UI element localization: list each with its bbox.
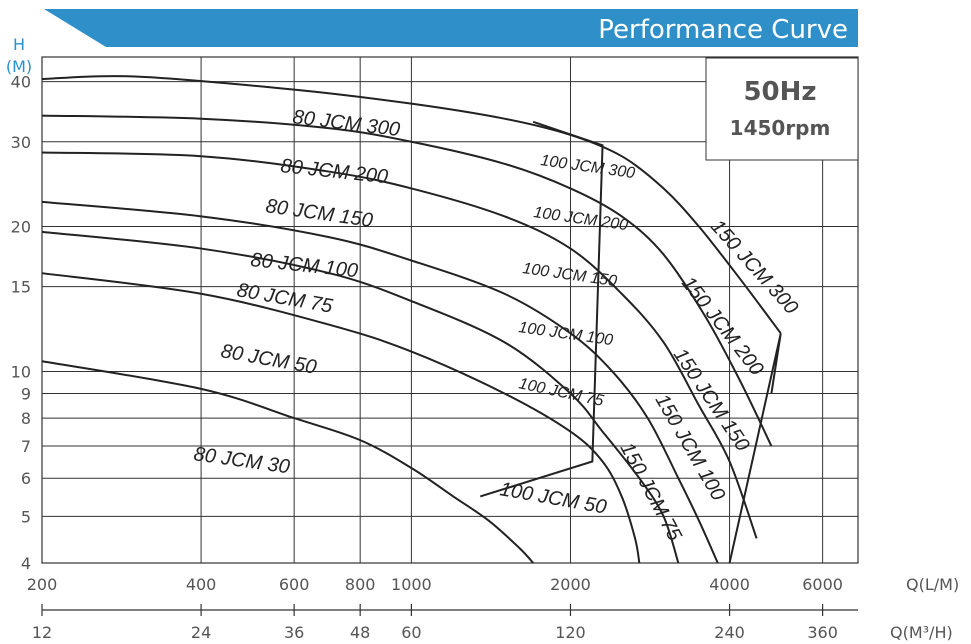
- y-tick-label: 7: [21, 437, 31, 456]
- x-tick-label-lpm: 400: [186, 575, 217, 594]
- x-tick-label-m3h: 120: [555, 623, 586, 642]
- title-banner: Performance Curve: [44, 9, 858, 47]
- title-banner-shape: [44, 9, 858, 47]
- y-axis-unit: (M): [6, 57, 32, 76]
- curve-label: 80 JCM 200: [279, 155, 389, 188]
- x-tick-label-m3h: 48: [350, 623, 370, 642]
- y-tick-label: 8: [21, 409, 31, 428]
- envelope-100-jcm-range: [479, 120, 604, 498]
- y-tick-label: 4: [21, 554, 31, 573]
- x-tick-label-lpm: 800: [345, 575, 376, 594]
- curve-80-jcm-75: [41, 230, 680, 564]
- x-axis-m3h-label: Q(M³/H): [890, 623, 953, 642]
- x-tick-label-m3h: 12: [32, 623, 52, 642]
- x-tick-label-lpm: 6000: [802, 575, 843, 594]
- x-tick-label-m3h: 240: [714, 623, 745, 642]
- envelope-150-jcm-range: [728, 333, 782, 564]
- curve-group: [41, 75, 782, 564]
- curve-80-jcm-50: [41, 272, 641, 564]
- curve-label: 100 JCM 200: [532, 204, 629, 234]
- curve-label: 150 JCM 75: [616, 439, 686, 545]
- frequency-label: 50Hz: [743, 77, 816, 107]
- x-tick-label-lpm: 200: [27, 575, 58, 594]
- curve-label: 100 JCM 75: [517, 375, 605, 410]
- curve-80-jcm-200: [41, 114, 773, 447]
- x-tick-label-m3h: 360: [807, 623, 838, 642]
- curve-label: 80 JCM 300: [291, 106, 401, 141]
- y-tick-label: 10: [11, 362, 31, 381]
- curve-80-jcm-150: [41, 151, 758, 539]
- y-tick-label: 6: [21, 469, 31, 488]
- curve-label: 80 JCM 30: [192, 443, 291, 478]
- speed-info-box: 50Hz 1450rpm: [705, 57, 859, 161]
- y-axis-title: H: [13, 35, 25, 54]
- curve-label: 80 JCM 50: [219, 340, 318, 378]
- curve-label: 80 JCM 100: [249, 249, 359, 282]
- curve-80-jcm-100: [41, 200, 719, 564]
- speed-info-box-bg: [705, 57, 859, 161]
- plot-frame: [41, 56, 859, 564]
- y-tick-label: 5: [21, 507, 31, 526]
- y-tick-label: 40: [11, 73, 31, 92]
- x-tick-label-m3h: 60: [401, 623, 421, 642]
- y-tick-label: 30: [11, 133, 31, 152]
- x-tick-label-lpm: 4000: [709, 575, 750, 594]
- curve-label: 100 JCM 50: [498, 478, 608, 518]
- x-tick-label-lpm: 1000: [391, 575, 432, 594]
- y-tick-label: 9: [21, 384, 31, 403]
- x-axis-lpm-label: Q(L/M): [906, 575, 959, 594]
- curve-80-jcm-30: [41, 360, 534, 564]
- y-tick-label: 15: [11, 278, 31, 297]
- chart-title: Performance Curve: [598, 15, 848, 45]
- x-tick-label-lpm: 600: [279, 575, 310, 594]
- x-tick-label-m3h: 36: [284, 623, 304, 642]
- x-tick-label-m3h: 24: [191, 623, 211, 642]
- speed-label: 1450rpm: [730, 116, 831, 140]
- curve-80-jcm-300: [41, 75, 782, 334]
- curve-label: 100 JCM 100: [517, 319, 614, 349]
- curve-label: 100 JCM 150: [521, 260, 618, 290]
- curve-label: 150 JCM 300: [706, 216, 802, 319]
- y-tick-label: 20: [11, 218, 31, 237]
- x-tick-label-lpm: 2000: [550, 575, 591, 594]
- axes: H (M) Q(L/M) Q(M³/H) 4 5 6 7 8 9 10 15 20 30 40 200…: [6, 35, 959, 642]
